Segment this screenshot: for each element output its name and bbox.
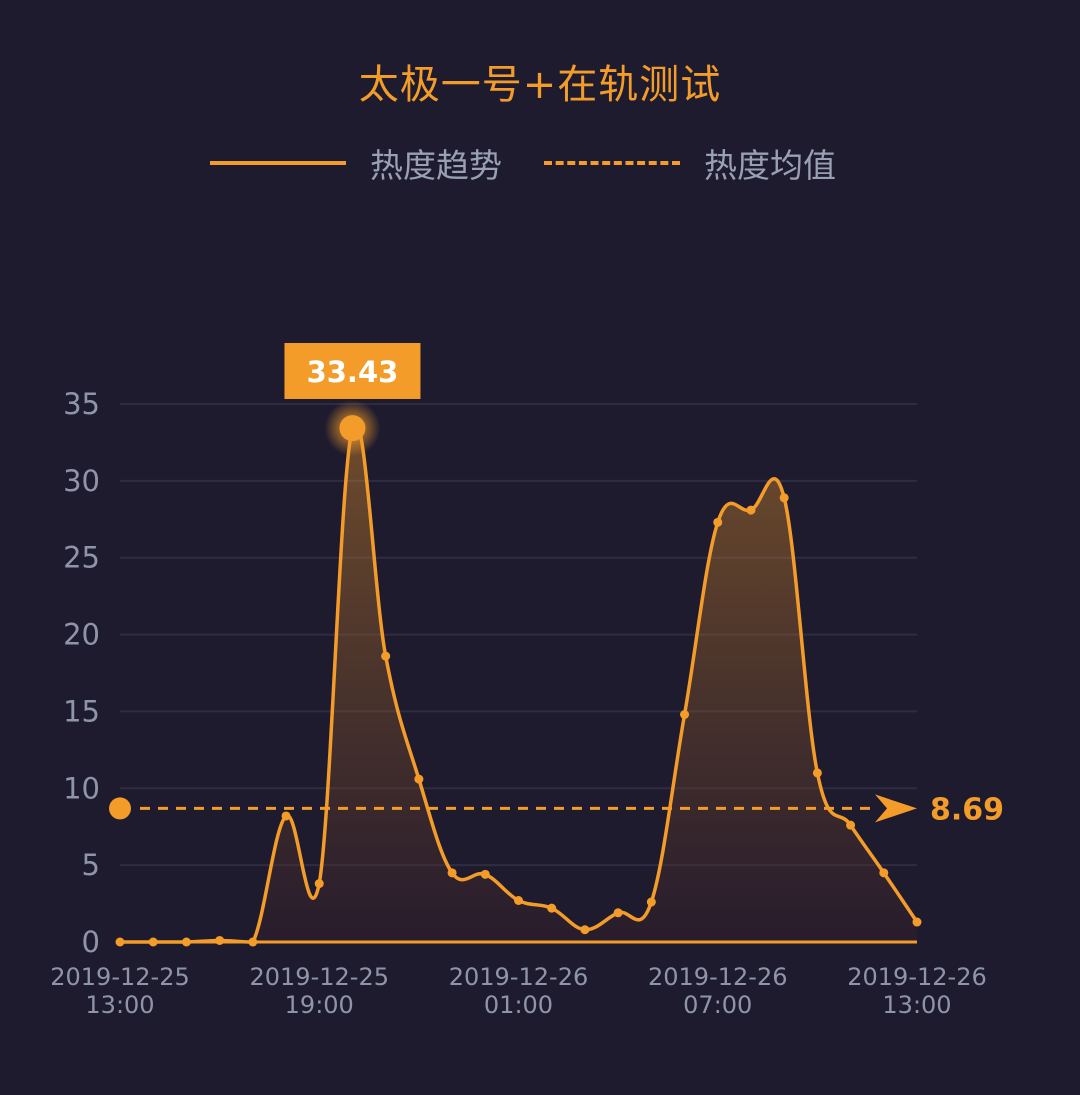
y-tick-label: 30 bbox=[63, 464, 100, 498]
data-point bbox=[779, 493, 789, 503]
data-point bbox=[680, 710, 690, 720]
y-tick-label: 10 bbox=[63, 771, 100, 805]
y-tick-label: 15 bbox=[63, 694, 100, 728]
data-point bbox=[812, 768, 822, 778]
data-point bbox=[846, 820, 856, 830]
y-tick-label: 25 bbox=[63, 541, 100, 575]
data-point bbox=[613, 908, 623, 918]
x-tick-label-date: 2019-12-25 bbox=[250, 963, 389, 991]
x-tick-label-time: 13:00 bbox=[882, 991, 951, 1019]
legend-swatch-average bbox=[544, 161, 680, 165]
peak-value-label: 33.43 bbox=[307, 355, 399, 389]
legend-label-average: 热度均值 bbox=[704, 146, 836, 185]
x-tick-label-date: 2019-12-25 bbox=[50, 963, 189, 991]
peak-marker bbox=[339, 415, 366, 442]
data-point bbox=[746, 505, 756, 515]
data-point bbox=[912, 917, 922, 927]
trend-area bbox=[120, 422, 917, 943]
data-point bbox=[314, 879, 324, 889]
legend-swatch-trend bbox=[210, 161, 346, 165]
average-arrow bbox=[875, 794, 917, 823]
data-point bbox=[580, 925, 590, 935]
x-tick-label-date: 2019-12-26 bbox=[648, 963, 787, 991]
data-point bbox=[414, 774, 424, 784]
legend-item-average[interactable]: 热度均值 bbox=[544, 138, 836, 188]
x-tick-label-time: 07:00 bbox=[683, 991, 752, 1019]
x-tick-label-time: 13:00 bbox=[85, 991, 154, 1019]
x-tick-label-time: 19:00 bbox=[285, 991, 354, 1019]
data-point bbox=[514, 895, 523, 905]
data-point bbox=[447, 868, 457, 878]
data-point bbox=[181, 937, 191, 947]
data-point bbox=[547, 903, 557, 913]
data-point bbox=[713, 517, 723, 527]
y-tick-label: 5 bbox=[82, 848, 100, 882]
y-tick-label: 20 bbox=[63, 618, 100, 652]
chart-legend: 热度趋势 热度均值 bbox=[0, 138, 1080, 188]
legend-item-trend[interactable]: 热度趋势 bbox=[210, 138, 502, 188]
average-value-label: 8.69 bbox=[930, 792, 1004, 827]
average-start-marker bbox=[109, 797, 131, 820]
chart-title: 太极一号+在轨测试 bbox=[358, 62, 722, 108]
data-point bbox=[879, 868, 889, 878]
data-point bbox=[646, 897, 656, 907]
data-point bbox=[115, 937, 125, 947]
data-point bbox=[215, 935, 225, 945]
data-point bbox=[248, 937, 258, 947]
data-point bbox=[281, 811, 291, 821]
y-tick-label: 35 bbox=[63, 387, 100, 421]
data-point bbox=[480, 869, 490, 879]
legend-label-trend: 热度趋势 bbox=[370, 146, 502, 185]
data-point bbox=[381, 651, 391, 661]
x-tick-label-time: 01:00 bbox=[484, 991, 553, 1019]
data-point bbox=[148, 937, 158, 947]
y-tick-label: 0 bbox=[82, 925, 100, 959]
x-tick-label-date: 2019-12-26 bbox=[449, 963, 588, 991]
x-tick-label-date: 2019-12-26 bbox=[847, 963, 986, 991]
peak-label-box bbox=[284, 343, 421, 399]
